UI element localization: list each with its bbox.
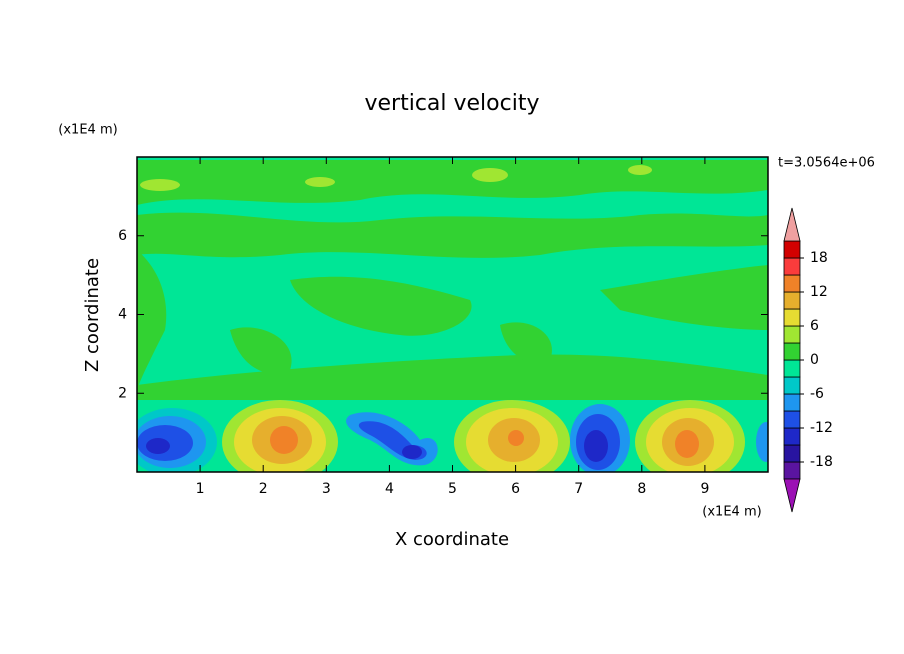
x-axis-title: X coordinate <box>395 529 509 550</box>
colorbar-end <box>783 478 801 513</box>
y-unit: (x1E4 m) <box>58 123 117 138</box>
colorbar-tick-label: 6 <box>810 318 819 334</box>
colorbar-tick-label: 0 <box>810 352 819 368</box>
colorbar-box <box>783 342 801 361</box>
colorbar-box <box>783 393 801 412</box>
x-tick-label: 3 <box>322 481 331 497</box>
y-tick-label: 4 <box>118 307 127 323</box>
x-tick-label: 9 <box>700 481 709 497</box>
colorbar-box <box>783 410 801 429</box>
colorbar-box <box>783 274 801 293</box>
y-tick-label: 6 <box>118 228 127 244</box>
x-tick-label: 2 <box>259 481 268 497</box>
colorbar-box <box>783 308 801 327</box>
cold-cells <box>137 404 768 472</box>
x-tick-label: 4 <box>385 481 394 497</box>
warm-cells <box>222 400 745 472</box>
x-tick-label: 1 <box>196 481 205 497</box>
colorbar-box <box>783 461 801 480</box>
colorbar-tick-label: -6 <box>810 386 824 402</box>
colorbar-box <box>783 376 801 395</box>
colorbar-box <box>783 240 801 259</box>
x-tick-label: 5 <box>448 481 457 497</box>
x-tick-label: 6 <box>511 481 520 497</box>
y-axis-title: Z coordinate <box>82 258 103 372</box>
colorbar-tick-label: 12 <box>810 284 828 300</box>
chart-title: vertical velocity <box>364 91 539 116</box>
colorbar-tick-label: -18 <box>810 454 833 470</box>
colorbar-box <box>783 359 801 378</box>
x-tick-label: 8 <box>637 481 646 497</box>
colorbar-box <box>783 291 801 310</box>
time-label: t=3.0564e+06 <box>778 156 875 171</box>
colorbar-box <box>783 427 801 446</box>
colorbar-box <box>783 257 801 276</box>
y-tick-label: 2 <box>118 385 127 401</box>
x-unit: (x1E4 m) <box>702 505 761 520</box>
colorbar-tick-label: 18 <box>810 250 828 266</box>
x-tick-label: 7 <box>574 481 583 497</box>
colorbar-tick-label: -12 <box>810 420 833 436</box>
colorbar-box <box>783 444 801 463</box>
colorbar-box <box>783 325 801 344</box>
colorbar-end <box>783 207 801 242</box>
contour-field <box>137 157 768 472</box>
